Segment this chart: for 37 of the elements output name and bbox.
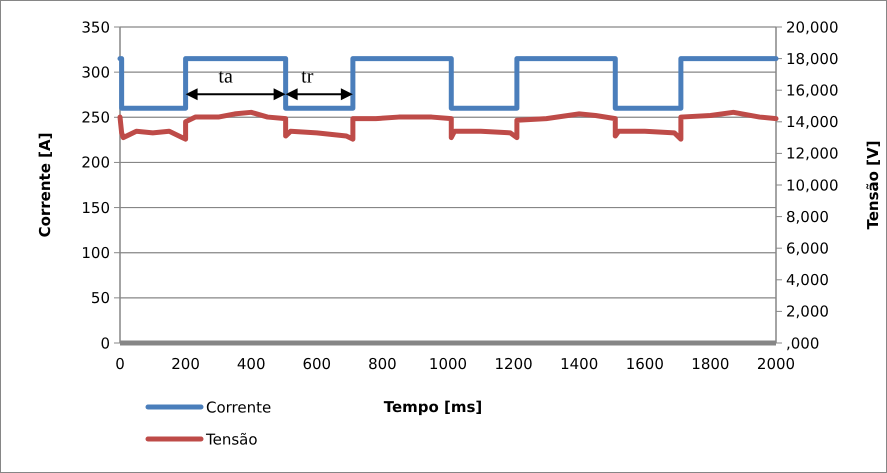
- y-tick-label: 0: [100, 334, 110, 352]
- y-tick-label: 150: [81, 198, 110, 217]
- x-tick-label: 1600: [626, 355, 664, 373]
- x-tick-label: 1400: [560, 355, 598, 373]
- y2-axis-title: Tensão [V]: [864, 140, 882, 230]
- x-tick-label: 200: [171, 355, 200, 373]
- y2-tick-label: 4,000: [786, 271, 829, 290]
- y2-tick-label: 12,000: [786, 144, 838, 163]
- x-tick-label: 800: [368, 355, 397, 373]
- x-tick-label: 1800: [691, 355, 730, 373]
- y2-tick-label: 8,000: [786, 208, 829, 226]
- y-tick-label: 350: [81, 18, 110, 36]
- y-tick-label: 100: [81, 244, 110, 262]
- legend-label: Corrente: [206, 398, 272, 416]
- y2-tick-label: 16,000: [786, 81, 838, 100]
- x-tick-label: 2000: [756, 355, 796, 373]
- y-tick-label: 200: [81, 154, 110, 172]
- y2-tick-label: 2,000: [786, 302, 829, 321]
- x-tick-label: 600: [302, 355, 332, 373]
- x-tick-label: 1000: [428, 355, 468, 373]
- y2-tick-label: 18,000: [786, 50, 838, 68]
- y2-tick-label: ,000: [786, 334, 820, 352]
- x-tick-label: 0: [115, 355, 125, 373]
- y-axis-title: Corrente [A]: [36, 132, 54, 238]
- y-tick-label: 250: [81, 108, 110, 127]
- annotation: ta: [218, 65, 233, 88]
- y2-tick-label: 14,000: [786, 113, 838, 132]
- x-tick-label: 1200: [494, 355, 533, 373]
- annotation: tr: [301, 65, 314, 88]
- y-tick-label: 300: [81, 63, 110, 82]
- x-tick-label: 400: [236, 355, 266, 373]
- y2-tick-label: 20,000: [786, 18, 838, 36]
- y2-tick-label: 6,000: [786, 239, 829, 258]
- y-tick-label: 50: [90, 289, 110, 308]
- x-axis-title: Tempo [ms]: [384, 398, 482, 416]
- y2-tick-label: 10,000: [786, 176, 838, 194]
- legend-label: Tensão: [205, 430, 258, 448]
